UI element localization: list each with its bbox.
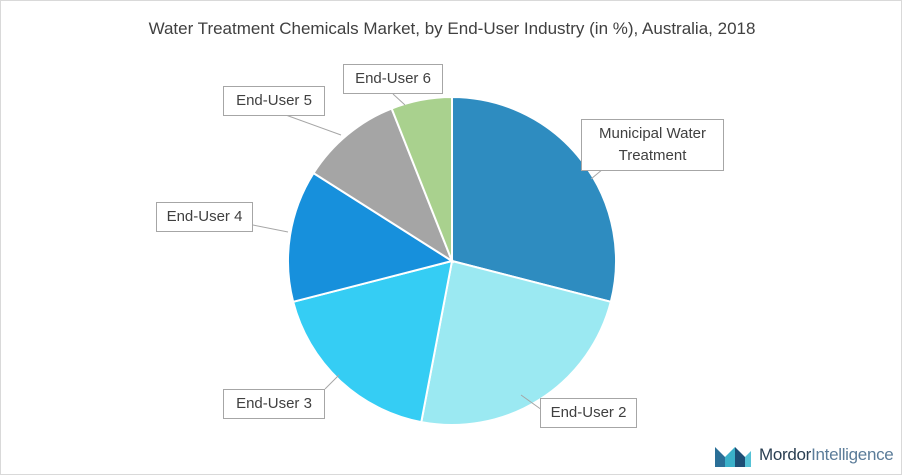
slice-label-end-user-5: End-User 5 (223, 86, 325, 116)
slice-label-text: End-User 6 (355, 70, 431, 87)
pie-slice-end-user-6 (390, 95, 453, 262)
pie-slice-end-user-4 (286, 171, 455, 304)
slice-label-text: Treatment (618, 147, 687, 164)
slice-label-end-user-4: End-User 4 (156, 202, 253, 232)
leader-line-end-user-5 (282, 113, 342, 136)
leader-line-end-user-3 (324, 374, 340, 390)
pie-slice-end-user-5 (312, 107, 455, 264)
pie-slice-end-user-2 (420, 259, 613, 427)
brand-logo-icon (715, 447, 751, 467)
slice-label-text: End-User 2 (550, 404, 627, 421)
brand-name: MordorIntelligence (759, 445, 894, 465)
leader-line-end-user-2 (520, 394, 543, 411)
slice-label-text: End-User 4 (166, 208, 243, 225)
slice-label-end-user-2: End-User 2 (540, 398, 637, 428)
leader-line-end-user-6 (392, 93, 406, 106)
leader-line-end-user-4 (252, 224, 289, 233)
brand-logo: MordorIntelligence (713, 441, 894, 469)
pie-slice-end-user-3 (291, 259, 454, 424)
slice-label-municipal-water-treatment: Municipal Water Treatment (581, 119, 724, 171)
slice-label-end-user-6: End-User 6 (343, 64, 443, 94)
slice-label-text: End-User 5 (236, 92, 312, 109)
slice-label-text: Municipal Water (599, 125, 706, 142)
brand-name-part2: Intelligence (811, 445, 894, 464)
chart-title: Water Treatment Chemicals Market, by End… (148, 19, 756, 38)
slice-label-end-user-3: End-User 3 (223, 389, 325, 419)
slice-label-text: End-User 3 (236, 395, 312, 412)
brand-name-part1: Mordor (759, 445, 812, 464)
